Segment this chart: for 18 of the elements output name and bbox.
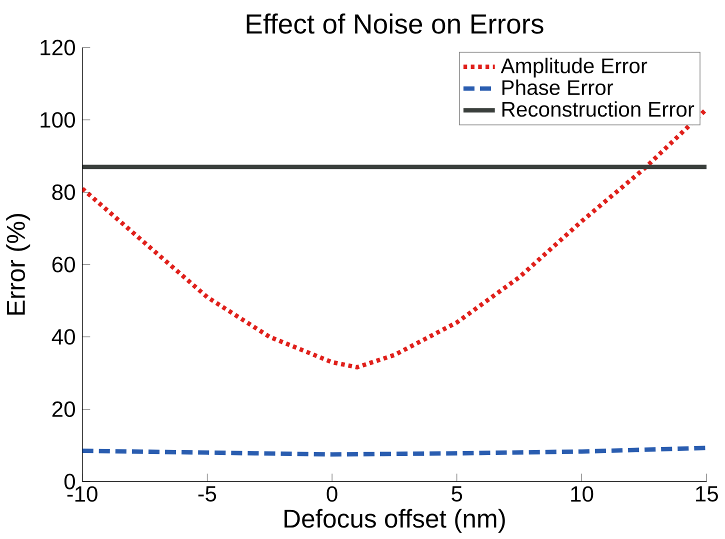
chart-title: Effect of Noise on Errors [246, 13, 544, 34]
legend-label: Phase Error [502, 80, 614, 96]
x-tick-label: -5 [198, 486, 216, 502]
y-tick-label: 60 [52, 256, 75, 272]
y-tick-label: 20 [52, 401, 75, 417]
y-tick-label: 120 [40, 40, 75, 56]
y-tick-label: 80 [52, 184, 75, 200]
x-tick-label: 5 [452, 486, 462, 502]
y-tick-label: 100 [40, 112, 75, 128]
x-axis-title: Defocus offset (nm) [284, 508, 505, 533]
x-tick-label: 10 [571, 486, 594, 502]
line-series [82, 446, 707, 457]
legend-label: Amplitude Error [500, 58, 648, 78]
y-tick-label: 40 [52, 329, 75, 345]
legend-label: Reconstruction Error [502, 101, 694, 117]
x-tick-label: 0 [326, 486, 338, 502]
y-axis-title: Error (%) [6, 214, 30, 315]
x-tick-label: 15 [696, 486, 718, 502]
